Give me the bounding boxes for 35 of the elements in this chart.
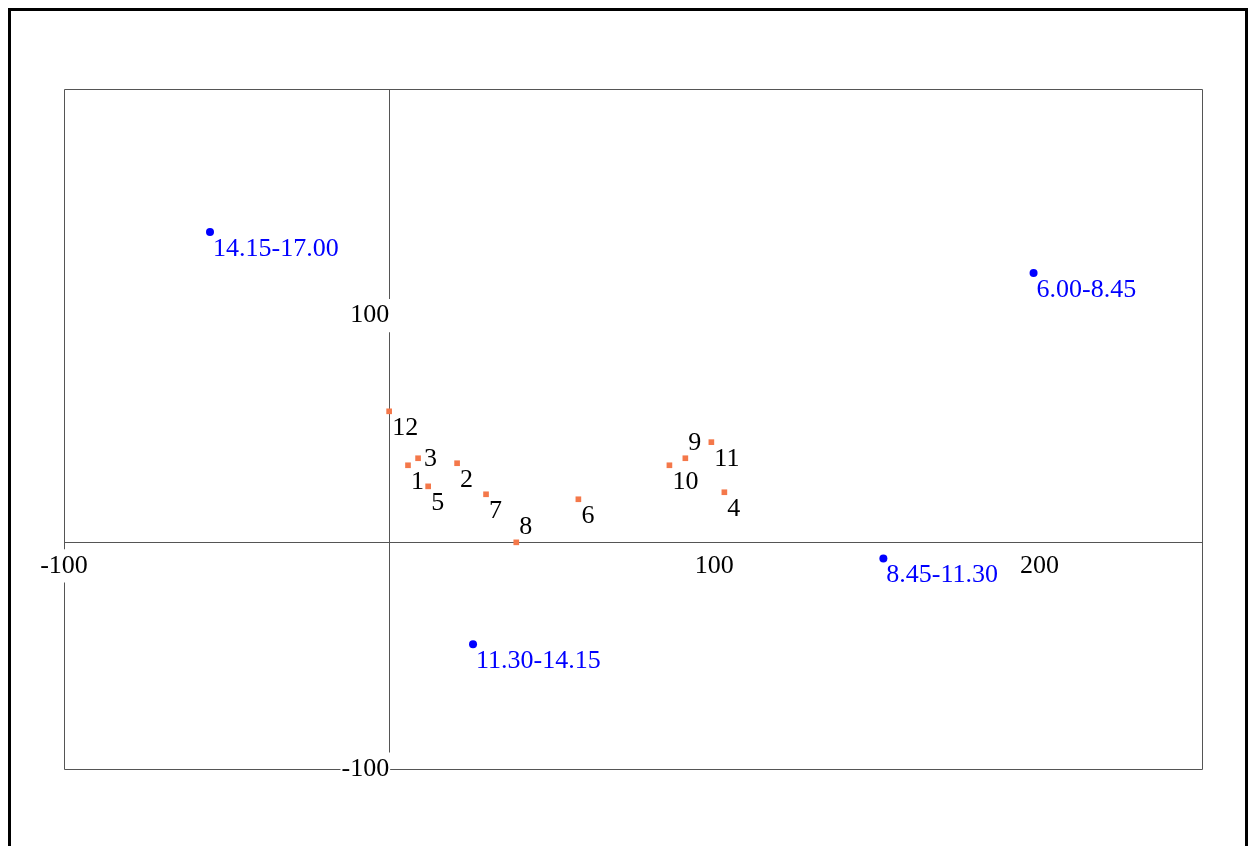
point (721, 489, 728, 496)
annotation: 9 (688, 427, 702, 457)
annotation: 12 (392, 412, 419, 442)
annotation: 8 (519, 511, 533, 541)
point (483, 491, 489, 498)
annotation: 11 (714, 442, 740, 472)
x-tick-label: -100 (40, 549, 88, 579)
annotation: 4 (727, 493, 741, 523)
point (879, 554, 888, 563)
annotation: 8.45-11.30 (886, 559, 999, 589)
point (469, 640, 478, 649)
point (682, 455, 689, 462)
annotation: 11.30-14.15 (476, 645, 601, 675)
point (708, 439, 715, 445)
point (666, 462, 673, 469)
annotation: 6 (581, 500, 595, 530)
point (513, 539, 520, 546)
x-tick-label: 200 (1019, 549, 1059, 579)
point (454, 460, 460, 467)
point (425, 483, 431, 490)
annotation: 6.00-8.45 (1036, 273, 1137, 303)
annotation: 7 (489, 495, 503, 525)
annotation: 3 (424, 443, 438, 473)
point (415, 455, 421, 462)
annotation: 2 (460, 464, 474, 494)
x-tick-label: 100 (694, 549, 734, 579)
point (386, 408, 392, 415)
point (205, 228, 214, 237)
annotation: 5 (431, 487, 445, 517)
point (1029, 269, 1038, 278)
annotation: 14.15-17.00 (212, 232, 339, 262)
annotation: 1 (411, 466, 424, 496)
point (405, 462, 411, 469)
point (575, 496, 582, 503)
annotation: 10 (672, 466, 699, 496)
